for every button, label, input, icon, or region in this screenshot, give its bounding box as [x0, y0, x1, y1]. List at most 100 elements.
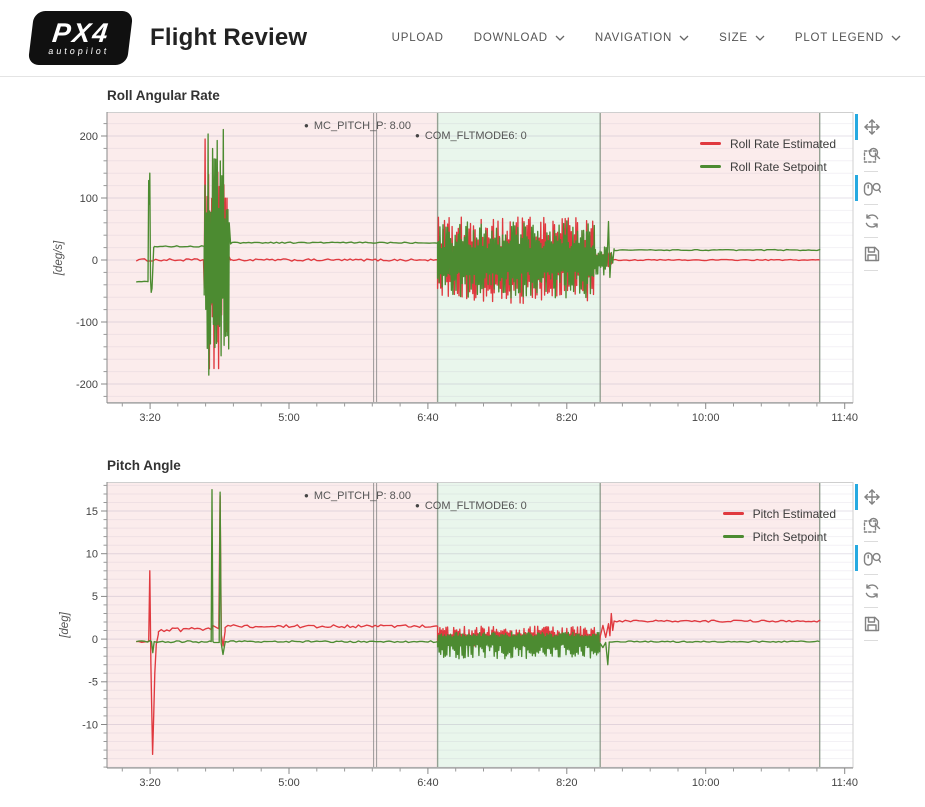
event-annotation: ● COM_FLTMODE6: 0 — [415, 500, 527, 512]
plot-toolbar — [855, 113, 887, 273]
wheel-zoom-icon — [863, 552, 881, 566]
save-tool-button[interactable] — [855, 610, 887, 638]
reset-tool-button[interactable] — [855, 207, 887, 235]
x-tick-label: 10:00 — [692, 412, 720, 424]
reset-icon — [865, 584, 879, 598]
reset-tool-button[interactable] — [855, 577, 887, 605]
x-tick-label: 11:40 — [831, 412, 858, 424]
x-tick-label: 5:00 — [278, 412, 299, 424]
chevron-down-icon — [755, 35, 765, 41]
chart-pitch-angle: Pitch Angle 3:20 5:00 6:40 8:20 10:00 11:40 -10… — [0, 455, 925, 805]
x-tick-label: 5:00 — [278, 777, 299, 789]
series-roll-rate-setpoint — [136, 128, 821, 376]
reset-icon — [865, 214, 879, 228]
chevron-down-icon — [555, 35, 565, 41]
y-tick-label: 10 — [86, 549, 98, 561]
main-nav: UPLOAD DOWNLOAD NAVIGATION SIZE PLOT LEGEND — [392, 32, 901, 44]
y-tick-label: 200 — [80, 131, 98, 143]
pan-tool-button[interactable] — [855, 113, 887, 141]
nav-item-size[interactable]: SIZE — [719, 32, 765, 44]
logo-text-px4: PX4 — [50, 17, 112, 48]
x-tick-label: 6:40 — [417, 777, 438, 789]
bullet-icon: ● — [415, 131, 420, 140]
legend-item[interactable]: Roll Rate Setpoint — [699, 155, 836, 178]
save-icon — [864, 246, 880, 262]
bullet-icon: ● — [304, 491, 309, 500]
plot-toolbar — [855, 483, 887, 643]
event-annotation: ● MC_PITCH_P: 8.00 — [304, 490, 412, 502]
chart-title: Roll Angular Rate — [107, 88, 220, 103]
y-axis-label: [deg] — [59, 611, 71, 638]
save-icon — [864, 616, 880, 632]
nav-item-navigation[interactable]: NAVIGATION — [595, 32, 689, 44]
box-zoom-icon — [863, 517, 881, 533]
plot-canvas-pitch-angle[interactable]: 3:20 5:00 6:40 8:20 10:00 11:40 -10 -5 0 5 10 15 [de… — [0, 482, 925, 802]
toolbar-divider — [864, 270, 878, 271]
toolbar-divider — [864, 574, 878, 575]
plot-legend: Roll Rate Estimated Roll Rate Setpoint — [699, 132, 836, 178]
pan-tool-button[interactable] — [855, 483, 887, 511]
legend-line-swatch — [722, 535, 744, 538]
chart-title: Pitch Angle — [107, 458, 181, 473]
wheel-zoom-tool-button[interactable] — [855, 174, 887, 202]
y-tick-label: -100 — [76, 317, 98, 329]
chart-roll-angular-rate: Roll Angular Rate 3:20 5:00 6:40 8:20 10:00 11… — [0, 85, 925, 435]
px4-logo[interactable]: PX4 autopilot — [27, 11, 134, 65]
save-tool-button[interactable] — [855, 240, 887, 268]
legend-item[interactable]: Pitch Setpoint — [722, 525, 836, 548]
legend-label: Roll Rate Setpoint — [729, 159, 827, 174]
plot-area[interactable]: 3:20 5:00 6:40 8:20 10:00 11:40 -10 -5 0 5 10 15 [de… — [0, 482, 925, 807]
legend-item[interactable]: Roll Rate Estimated — [699, 132, 836, 155]
nav-item-plot-legend[interactable]: PLOT LEGEND — [795, 32, 901, 44]
legend-label: Pitch Estimated — [752, 506, 836, 521]
legend-line-swatch — [699, 142, 721, 145]
chevron-down-icon — [679, 35, 689, 41]
legend-label: Roll Rate Estimated — [729, 136, 836, 151]
box-zoom-tool-button[interactable] — [855, 511, 887, 539]
legend-line-swatch — [699, 165, 721, 168]
y-axis-label: [deg/s] — [53, 240, 65, 276]
plot-legend: Pitch Estimated Pitch Setpoint — [722, 502, 836, 548]
x-tick-label: 10:00 — [692, 777, 720, 789]
box-zoom-icon — [863, 147, 881, 163]
event-annotation: ● MC_PITCH_P: 8.00 — [304, 120, 412, 132]
logo-text-autopilot: autopilot — [47, 45, 111, 56]
pan-icon — [864, 489, 880, 505]
pan-icon — [864, 119, 880, 135]
box-zoom-tool-button[interactable] — [855, 141, 887, 169]
flightmode-region-pink — [107, 112, 438, 403]
series-pitch-setpoint — [136, 489, 820, 666]
page-title: Flight Review — [150, 24, 308, 51]
toolbar-divider — [864, 640, 878, 641]
x-tick-label: 8:20 — [556, 412, 577, 424]
wheel-zoom-icon — [863, 182, 881, 196]
toolbar-divider — [864, 237, 878, 238]
nav-item-upload[interactable]: UPLOAD — [391, 32, 444, 44]
bullet-icon: ● — [304, 121, 309, 130]
nav-item-download[interactable]: DOWNLOAD — [474, 32, 565, 44]
x-tick-label: 3:20 — [139, 412, 160, 424]
bullet-icon: ● — [415, 501, 420, 510]
plot-area[interactable]: 3:20 5:00 6:40 8:20 10:00 11:40 -200 -100 0 100 20… — [0, 112, 925, 442]
flightmode-region-pink — [600, 112, 820, 403]
toolbar-divider — [864, 541, 878, 542]
x-tick-label: 6:40 — [417, 412, 438, 424]
y-tick-label: -10 — [82, 719, 98, 731]
y-tick-label: 5 — [92, 591, 98, 603]
app-header: PX4 autopilot Flight Review UPLOAD DOWNLO… — [0, 0, 925, 77]
wheel-zoom-tool-button[interactable] — [855, 544, 887, 572]
toolbar-divider — [864, 171, 878, 172]
y-tick-label: 0 — [92, 255, 98, 267]
x-tick-label: 3:20 — [139, 777, 160, 789]
y-tick-label: 15 — [86, 506, 98, 518]
flightmode-region-pink — [600, 482, 820, 768]
toolbar-divider — [864, 607, 878, 608]
event-annotation: ● COM_FLTMODE6: 0 — [415, 130, 527, 142]
y-tick-label: 0 — [92, 634, 98, 646]
legend-item[interactable]: Pitch Estimated — [722, 502, 836, 525]
y-tick-label: 100 — [80, 193, 98, 205]
param-change-line — [373, 112, 378, 403]
legend-label: Pitch Setpoint — [752, 529, 827, 544]
plot-canvas-roll-angular-rate[interactable]: 3:20 5:00 6:40 8:20 10:00 11:40 -200 -100 0 100 20… — [0, 112, 925, 437]
toolbar-divider — [864, 204, 878, 205]
